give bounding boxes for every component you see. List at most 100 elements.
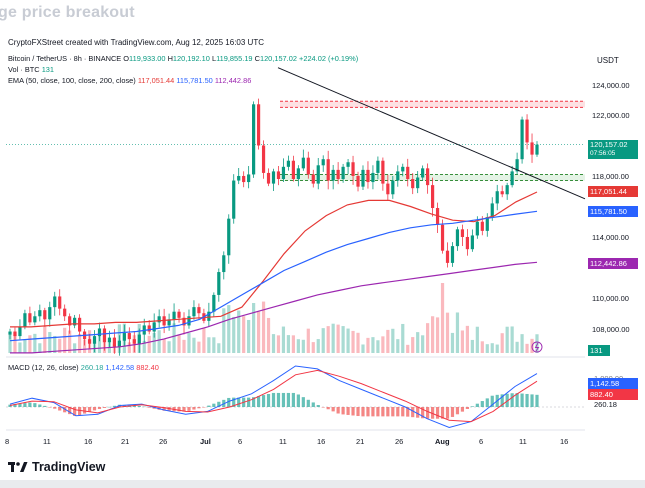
macd-histogram-bar — [266, 394, 271, 407]
macd-histogram-bar — [202, 407, 206, 408]
macd-histogram-bar — [281, 392, 286, 407]
volume-bar — [78, 334, 82, 353]
time-tick: 8 — [5, 437, 10, 446]
volume-bar — [212, 337, 216, 353]
macd-histogram-bar — [331, 407, 335, 412]
candle-body — [286, 160, 291, 167]
macd-histogram-bar — [490, 395, 494, 407]
candle-body — [266, 172, 271, 184]
volume-bar — [142, 340, 146, 353]
time-tick: 16 — [317, 437, 326, 446]
volume-bar — [346, 328, 350, 353]
volume-bar — [435, 317, 440, 353]
macd-histogram-bar — [416, 407, 420, 418]
volume-bar — [242, 316, 246, 353]
chart-credit: CryptoFXStreet created with TradingView.… — [8, 38, 264, 47]
volume-bar — [237, 310, 241, 353]
macd-histogram-bar — [440, 407, 445, 419]
volume-bar — [396, 339, 400, 353]
candle-body — [386, 183, 390, 195]
support-zone — [280, 174, 585, 181]
price-tick: 124,000.00 — [592, 81, 630, 90]
macd-histogram-bar — [197, 407, 201, 409]
macd-histogram-bar — [341, 407, 345, 415]
macd-histogram-bar — [450, 407, 455, 417]
macd-histogram-bar — [296, 394, 300, 407]
volume-bar — [421, 335, 425, 353]
volume-bar — [157, 330, 161, 353]
candle-body — [421, 168, 425, 178]
macd-histogram-bar — [386, 407, 390, 417]
symbol-name: Bitcoin / TetherUS · 8h · BINANCE — [8, 54, 122, 63]
macd-histogram-bar — [396, 407, 400, 417]
volume-bar — [38, 343, 42, 353]
volume-bar — [256, 311, 261, 353]
volume-bar — [411, 337, 415, 353]
volume-bar — [406, 344, 410, 353]
candle-body — [48, 307, 52, 320]
candle-body — [520, 119, 524, 160]
resistance-zone — [280, 101, 585, 108]
macd-histogram-bar — [381, 407, 385, 417]
candle-body — [430, 185, 435, 208]
currency-label: USDT — [597, 56, 619, 65]
volume-bar — [28, 335, 32, 353]
volume-bar — [426, 323, 430, 353]
candle-body — [391, 180, 395, 195]
candle-body — [227, 218, 231, 256]
price-tick: 122,000.00 — [592, 111, 630, 120]
hist-tag: 260.18 — [594, 400, 617, 409]
price-tick: 114,000.00 — [592, 233, 629, 242]
macd-histogram-bar — [470, 406, 474, 407]
volume-bar — [416, 332, 420, 353]
candle-body — [416, 177, 420, 189]
macd-hist-value: 260.18 — [80, 363, 104, 372]
macd-histogram-bar — [261, 395, 266, 407]
candle-body — [63, 308, 67, 317]
volume-bar — [197, 341, 201, 353]
macd-histogram-bar — [271, 392, 276, 407]
candle-body — [137, 334, 141, 344]
volume-bar — [480, 341, 484, 353]
signal-tag: 882.40 — [588, 389, 638, 400]
candle-body — [147, 325, 151, 332]
candle-body — [107, 337, 112, 343]
candle-body — [271, 171, 276, 184]
macd-histogram-bar — [78, 407, 82, 416]
volume-bar — [187, 332, 191, 353]
macd-histogram-bar — [276, 392, 281, 407]
volume-bar — [68, 330, 72, 353]
macd-histogram-bar — [162, 407, 166, 411]
high-label: H — [167, 54, 173, 63]
macd-histogram-bar — [326, 407, 330, 410]
candle-body — [426, 168, 430, 186]
cropped-heading: ge price breakout — [0, 4, 135, 21]
candle-body — [291, 160, 295, 180]
candle-body — [485, 217, 489, 231]
macd-histogram-bar — [68, 407, 72, 415]
volume-bar — [520, 334, 524, 353]
volume-bar — [341, 326, 345, 353]
last-price-tag: 120,157.02 07:56:05 — [588, 140, 638, 159]
candle-body — [450, 246, 455, 263]
macd-histogram-bar — [515, 393, 519, 407]
volume-bar — [440, 283, 445, 353]
candle-body — [480, 221, 484, 231]
macd-histogram-bar — [252, 397, 256, 407]
candle-body — [406, 166, 410, 180]
macd-histogram-bar — [18, 403, 22, 407]
volume-bar — [490, 343, 494, 353]
volume-bar — [182, 339, 186, 353]
candle-body — [68, 316, 72, 326]
candle-body — [252, 104, 256, 175]
macd-histogram-bar — [480, 401, 484, 407]
macd-histogram-bar — [112, 405, 117, 407]
volume-bar — [401, 323, 405, 353]
volume-bar — [48, 332, 52, 353]
macd-histogram-bar — [237, 397, 241, 407]
candle-body — [127, 333, 131, 340]
volume-bar — [276, 335, 281, 353]
macd-histogram-bar — [48, 407, 52, 408]
ema-legend: EMA (50, close, 100, close, 200, close) … — [8, 76, 251, 85]
